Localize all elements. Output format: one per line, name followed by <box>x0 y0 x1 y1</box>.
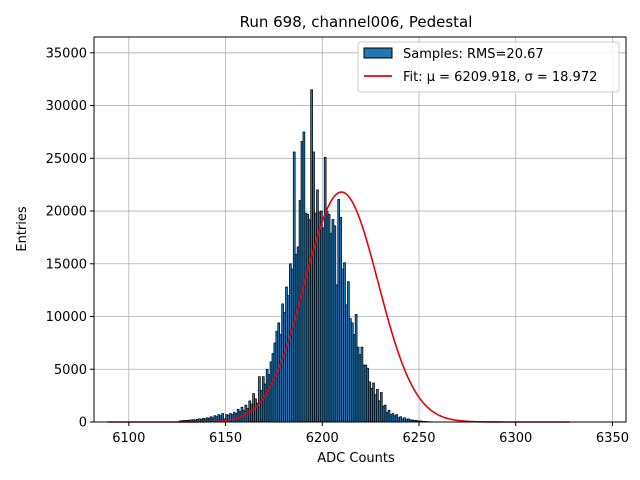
y-axis-ticks: 0 5000 10000 15000 20000 25000 30000 35000 <box>46 46 94 431</box>
legend: Samples: RMS=20.67 Fit: μ = 6209.918, σ … <box>357 41 620 93</box>
y-axis-label: Entries <box>15 206 30 252</box>
x-axis-label: ADC Counts <box>317 451 395 466</box>
x-tick-label: 6200 <box>306 431 339 446</box>
y-tick-label: 25000 <box>46 152 87 167</box>
x-tick-label: 6150 <box>209 431 242 446</box>
x-tick-label: 6250 <box>402 431 435 446</box>
legend-samples-swatch <box>363 47 393 59</box>
y-tick-label: 0 <box>79 416 87 431</box>
chart-title: Run 698, channel006, Pedestal <box>240 13 473 31</box>
x-tick-label: 6350 <box>596 431 629 446</box>
histogram-bars <box>178 89 435 423</box>
y-tick-label: 5000 <box>54 363 87 378</box>
y-tick-label: 35000 <box>46 46 87 61</box>
y-tick-label: 15000 <box>46 257 87 272</box>
y-tick-label: 20000 <box>46 205 87 220</box>
x-tick-label: 6300 <box>499 431 532 446</box>
plot-frame <box>93 36 627 423</box>
x-tick-label: 6100 <box>112 431 145 446</box>
legend-box <box>357 41 620 93</box>
legend-samples-label: Samples: RMS=20.67 <box>403 47 544 62</box>
x-axis-ticks: 6100 6150 6200 6250 6300 6350 <box>112 422 629 446</box>
y-tick-label: 10000 <box>46 310 87 325</box>
legend-fit-label: Fit: μ = 6209.918, σ = 18.972 <box>403 70 597 85</box>
y-tick-label: 30000 <box>46 99 87 114</box>
